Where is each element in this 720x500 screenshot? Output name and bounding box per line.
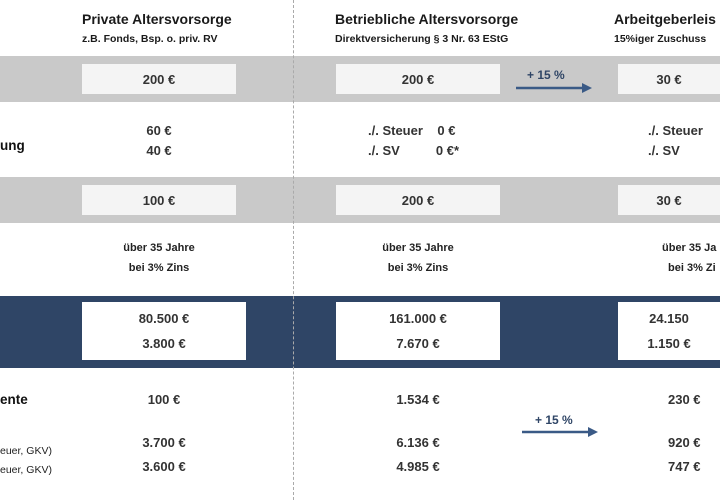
pension-private-1: 100 €	[147, 392, 181, 407]
pension-private-3: 3.600 €	[142, 459, 186, 474]
deduction-private-1: 60 €	[146, 123, 172, 138]
pension-company-1: 1.534 €	[396, 392, 440, 407]
pension-company-2: 6.136 €	[396, 435, 440, 450]
period-employer-2: bei 3% Zi	[668, 262, 716, 274]
col-employer-subtitle: 15%iger Zuschuss	[614, 33, 707, 45]
col-company-title: Betriebliche Altersvorsorge	[335, 11, 519, 27]
contribution-private: 200 €	[82, 64, 236, 94]
period-private-2: bei 3% Zins	[128, 262, 190, 274]
deduction-company-1: ./. Steuer 0 €	[368, 123, 456, 138]
capital-employer: 24.150 1.150 €	[618, 302, 720, 360]
capital-employer-2: 1.150 €	[647, 335, 691, 351]
col-employer-title: Arbeitgeberleis	[614, 11, 716, 27]
pension-company-3: 4.985 €	[396, 459, 440, 474]
column-divider	[293, 0, 294, 500]
deduction-employer-1: ./. Steuer	[648, 123, 703, 138]
pension-private-2: 3.700 €	[142, 435, 186, 450]
capital-company: 161.000 € 7.670 €	[336, 302, 500, 360]
period-company-1: über 35 Jahre	[382, 242, 454, 254]
net-employer: 30 €	[618, 185, 720, 215]
capital-company-1: 161.000 €	[389, 311, 447, 327]
col-private-subtitle: z.B. Fonds, Bsp. o. priv. RV	[82, 33, 218, 45]
right-arrow-icon	[516, 83, 592, 93]
row-label-deduction: ung	[0, 138, 25, 153]
row-label-pension: ente	[0, 392, 28, 407]
pension-employer-1: 230 €	[668, 392, 701, 407]
period-private-1: über 35 Jahre	[123, 242, 195, 254]
capital-private: 80.500 € 3.800 €	[82, 302, 246, 360]
col-company-subtitle: Direktversicherung § 3 Nr. 63 EStG	[335, 33, 509, 45]
capital-private-1: 80.500 €	[138, 311, 190, 327]
pension-employer-3: 747 €	[668, 459, 701, 474]
capital-private-2: 3.800 €	[142, 335, 186, 351]
period-company-2: bei 3% Zins	[387, 262, 449, 274]
right-arrow-icon	[522, 427, 598, 437]
capital-company-2: 7.670 €	[396, 335, 440, 351]
col-private-title: Private Altersvorsorge	[82, 11, 232, 27]
row-label-note-1: euer, GKV)	[0, 445, 52, 457]
deduction-employer-2: ./. SV	[648, 143, 680, 158]
net-private: 100 €	[82, 185, 236, 215]
row-label-note-2: euer, GKV)	[0, 464, 52, 476]
pension-arrow-label: + 15 %	[535, 413, 573, 427]
net-company: 200 €	[336, 185, 500, 215]
deduction-private-2: 40 €	[146, 143, 172, 158]
deduction-company-2: ./. SV 0 €*	[368, 143, 460, 158]
period-employer-1: über 35 Ja	[662, 242, 717, 254]
contribution-arrow-label: + 15 %	[527, 68, 565, 82]
contribution-company: 200 €	[336, 64, 500, 94]
contribution-employer: 30 €	[618, 64, 720, 94]
capital-employer-1: 24.150	[649, 311, 689, 327]
pension-employer-2: 920 €	[668, 435, 701, 450]
